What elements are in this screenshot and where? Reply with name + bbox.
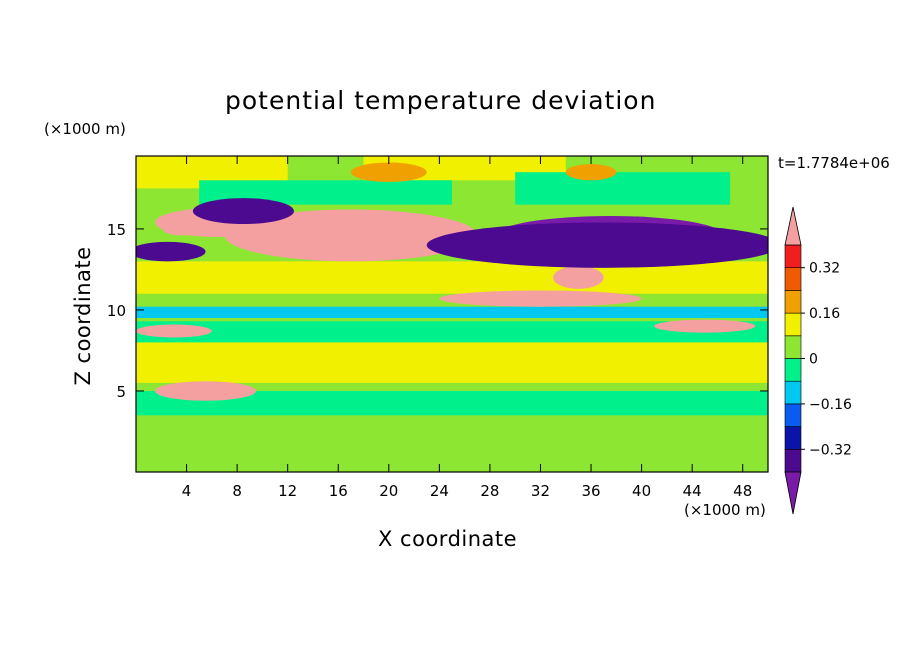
colorbar-swatch [784,358,802,382]
x-tick-label: 16 [329,482,348,500]
x-axis-label: X coordinate [378,527,518,551]
field-band [136,306,768,319]
x-tick-label: 24 [430,482,449,500]
contour-field [136,156,768,472]
colorbar-tick-label: 0 [809,352,818,368]
colorbar-tick-label: −0.16 [809,397,852,413]
plot-frame [135,155,769,473]
colorbar-swatch [784,267,802,291]
x-tick-label: 44 [683,482,702,500]
anomaly-feature [154,381,257,401]
anomaly-feature [192,198,294,225]
colorbar-tick-label: 0.32 [809,261,840,277]
x-tick-label: 48 [733,482,752,500]
colorbar-swatch [784,403,802,427]
y-tick-label: 10 [107,302,126,320]
colorbar-extend-top [784,206,802,246]
field-band [136,261,768,294]
anomaly-feature [224,209,478,262]
field-band [515,172,731,205]
colorbar-swatch [784,448,802,473]
x-tick-label: 20 [379,482,398,500]
colorbar-tick-label: 0.16 [809,306,840,322]
x-tick-label: 40 [632,482,651,500]
colorbar-swatch [784,335,802,359]
x-tick-label: 32 [531,482,550,500]
anomaly-feature [553,266,604,289]
colorbar: 0.32 0.16 0 −0.16 −0.32 [784,206,852,515]
anomaly-feature [136,324,212,338]
chart-title: potential temperature deviation [225,86,657,115]
field-band [136,342,768,383]
anomaly-feature [565,164,617,181]
anomaly-feature [654,319,756,333]
x-axis-unit: (×1000 m) [684,501,766,519]
colorbar-swatch [784,290,802,314]
y-tick-label: 5 [116,383,126,401]
y-tick-label: 15 [107,221,126,239]
x-tick-label: 12 [278,482,297,500]
colorbar-swatch [784,380,802,405]
anomaly-feature [426,222,768,268]
colorbar-extend-bottom [784,471,802,515]
colorbar-swatch [784,426,802,450]
anomaly-feature [439,290,642,307]
x-tick-label: 36 [581,482,600,500]
field-band [136,321,768,343]
colorbar-swatch [784,312,802,337]
x-tick-label: 28 [480,482,499,500]
anomaly-feature [136,241,206,262]
x-tick-label: 4 [182,482,192,500]
z-axis-unit: (×1000 m) [44,120,126,138]
colorbar-tick-label: −0.32 [809,442,852,458]
colorbar-swatch [784,244,802,269]
x-tick-label: 8 [232,482,242,500]
time-label: t=1.7784e+06 [778,154,890,172]
anomaly-feature [350,162,427,182]
